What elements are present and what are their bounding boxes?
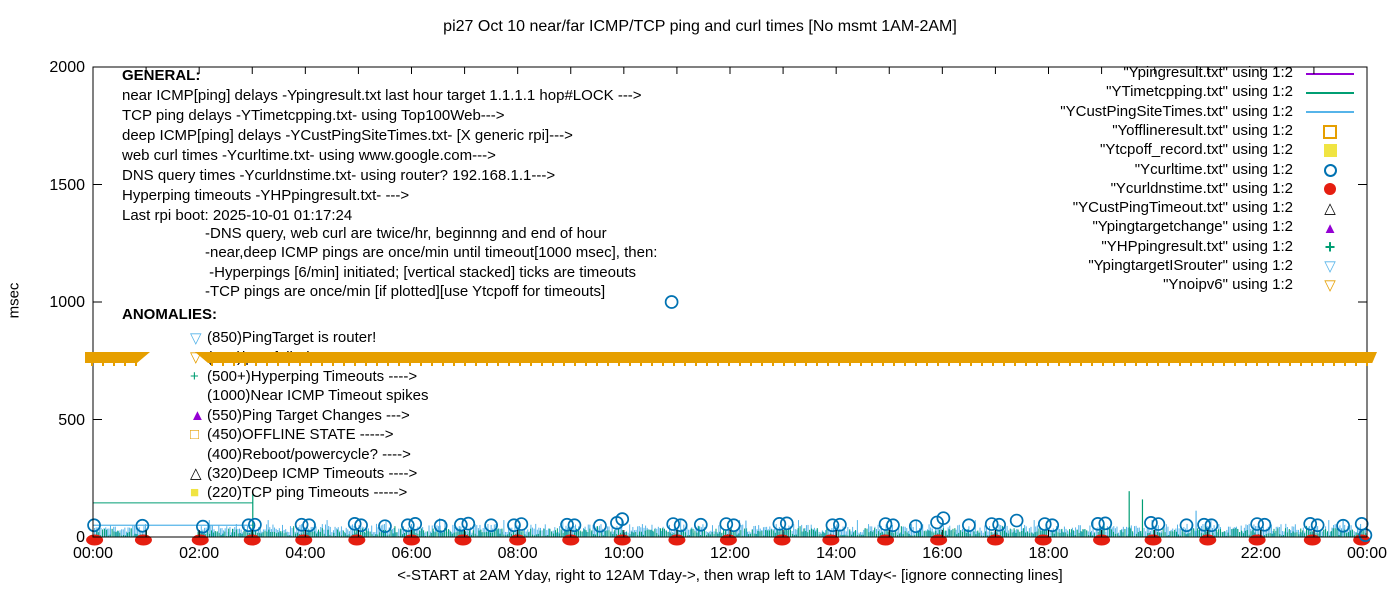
legend-item-YTimetcpping: "YTimetcpping.txt" using 1:2 bbox=[950, 83, 1370, 102]
general-line: Last rpi boot: 2025-10-01 01:17:24 bbox=[122, 207, 353, 224]
noipv6-band-segment bbox=[85, 352, 150, 363]
circle-open-icon bbox=[1323, 163, 1337, 177]
general-note: -TCP pings are once/min [if plotted][use… bbox=[205, 282, 606, 300]
anomaly-tcp-ping-timeouts: ■ (220)TCP ping Timeouts -----> bbox=[190, 484, 408, 502]
general-note: -Hyperpings [6/min] initiated; [vertical… bbox=[205, 263, 637, 281]
x-tick-label: 18:00 bbox=[1028, 545, 1069, 562]
legend-item-YpingtargetISrouter: "YpingtargetISrouter" using 1:2 ▽ bbox=[1088, 257, 1336, 276]
line-swatch-icon bbox=[1306, 111, 1354, 114]
general-note: -near,deep ICMP pings are once/min until… bbox=[205, 244, 658, 262]
y-tick-0: 0 bbox=[76, 529, 85, 546]
inv-triangle-open-icon: ▽ bbox=[1324, 277, 1336, 295]
inv-triangle-open-icon: ▽ bbox=[190, 349, 202, 367]
general-note: -DNS query, web curl are twice/hr, begin… bbox=[205, 225, 607, 242]
legend-item-YHPpingresult: "YHPpingresult.txt" using 1:2 + bbox=[1101, 236, 1336, 257]
x-tick-label: 14:00 bbox=[816, 545, 857, 562]
anomaly-near-icmp-spikes: (1000)Near ICMP Timeout spikes bbox=[207, 387, 429, 405]
general-line: Hyperping timeouts -YHPpingresult.txt- -… bbox=[122, 187, 410, 204]
plus-icon: + bbox=[1324, 236, 1336, 257]
square-filled-icon: ■ bbox=[190, 484, 200, 502]
anomaly-reboot: (400)Reboot/powercycle? ----> bbox=[207, 445, 411, 463]
triangle-filled-icon: ▲ bbox=[1322, 219, 1338, 237]
line-swatch-icon bbox=[1306, 72, 1354, 75]
y-tick-500: 500 bbox=[58, 412, 85, 429]
x-tick-label: 20:00 bbox=[1134, 545, 1175, 562]
plus-icon: + bbox=[190, 367, 199, 385]
x-tick-label: 08:00 bbox=[497, 545, 538, 562]
general-sub-notes: -DNS query, web curl are twice/hr, begin… bbox=[205, 224, 657, 301]
general-line: near ICMP[ping] delays -Ypingresult.txt … bbox=[122, 87, 642, 104]
noipv6-band bbox=[85, 352, 1377, 367]
x-tick-label: 02:00 bbox=[179, 545, 220, 562]
noipv6-band-serration bbox=[91, 362, 143, 366]
anomaly-hyperping-timeouts: + (500+)Hyperping Timeouts ----> bbox=[190, 367, 418, 385]
legend-item-Ycurldnstime: "Ycurldnstime.txt" using 1:2 bbox=[950, 180, 1370, 199]
x-axis-label: <-START at 2AM Yday, right to 12AM Tday-… bbox=[397, 567, 1063, 584]
general-line: deep ICMP[ping] delays -YCustPingSiteTim… bbox=[122, 127, 573, 144]
inv-triangle-open-icon: ▽ bbox=[1324, 258, 1336, 276]
x-tick-label: 10:00 bbox=[603, 545, 644, 562]
anomaly-pingtarget-router: ▽ (850)PingTarget is router! bbox=[190, 329, 377, 347]
square-open-icon bbox=[1323, 124, 1337, 139]
square-filled-icon bbox=[1323, 144, 1337, 158]
noipv6-band-serration bbox=[211, 362, 1371, 366]
chart-title: pi27 Oct 10 near/far ICMP/TCP ping and c… bbox=[443, 18, 957, 35]
legend-item-YCustPingTimeout: "YCustPingTimeout.txt" using 1:2 △ bbox=[1072, 199, 1336, 218]
general-line: DNS query times -Ycurldnstime.txt- using… bbox=[122, 167, 556, 184]
anomalies-heading: ANOMALIES: bbox=[122, 306, 217, 323]
triangle-open-icon: △ bbox=[1324, 200, 1336, 218]
x-tick-label: 22:00 bbox=[1240, 545, 1281, 562]
legend-item-Ypingresult: "Ypingresult.txt" using 1:2 bbox=[950, 64, 1370, 83]
anomaly-deep-icmp-timeouts: △ (320)Deep ICMP Timeouts ----> bbox=[190, 464, 418, 483]
x-tick-label: 12:00 bbox=[709, 545, 751, 562]
triangle-filled-icon: ▲ bbox=[190, 406, 205, 424]
legend-item-Ytcpoff_record: "Ytcpoff_record.txt" using 1:2 bbox=[950, 141, 1370, 160]
x-tick-label: 00:00 bbox=[1346, 545, 1388, 562]
general-note-block: GENERAL: near ICMP[ping] delays -Ypingre… bbox=[122, 66, 642, 226]
y-tick-2000: 2000 bbox=[49, 59, 85, 76]
legend-item-Yofflineresult: "Yofflineresult.txt" using 1:2 bbox=[950, 122, 1370, 141]
square-open-icon: □ bbox=[190, 426, 200, 444]
legend-item-Ycurltime: "Ycurltime.txt" using 1:2 bbox=[950, 161, 1370, 180]
noipv6-band-segment bbox=[195, 352, 1377, 363]
x-tick-label: 00:00 bbox=[72, 545, 114, 562]
legend-item-Ynoipv6: "Ynoipv6" using 1:2 ▽ bbox=[1163, 276, 1336, 295]
triangle-open-icon: △ bbox=[190, 465, 202, 483]
anomaly-offline-state: □ (450)OFFLINE STATE -----> bbox=[190, 426, 394, 444]
general-heading: GENERAL: bbox=[122, 67, 201, 84]
circle-filled-icon bbox=[1324, 183, 1336, 196]
anomaly-ping-target-changes: ▲ (550)Ping Target Changes ---> bbox=[190, 406, 410, 424]
x-tick-label: 16:00 bbox=[922, 545, 963, 562]
x-tick-label: 06:00 bbox=[391, 545, 432, 562]
legend-item-YCustPingSiteTimes: "YCustPingSiteTimes.txt" using 1:2 bbox=[950, 103, 1370, 122]
legend-item-Ypingtargetchange: "Ypingtargetchange" using 1:2 ▲ bbox=[1092, 218, 1338, 237]
y-tick-1500: 1500 bbox=[49, 177, 85, 194]
inv-triangle-open-icon: ▽ bbox=[190, 329, 202, 347]
general-line: web curl times -Ycurltime.txt- using www… bbox=[122, 147, 496, 164]
general-line: TCP ping delays -YTimetcpping.txt- using… bbox=[122, 107, 505, 124]
x-tick-label: 04:00 bbox=[285, 545, 326, 562]
y-tick-1000: 1000 bbox=[49, 294, 85, 311]
anomalies-list: ▽ (850)PingTarget is router! ▽ (775)ipv6… bbox=[190, 328, 428, 503]
line-swatch-icon bbox=[1306, 91, 1354, 94]
